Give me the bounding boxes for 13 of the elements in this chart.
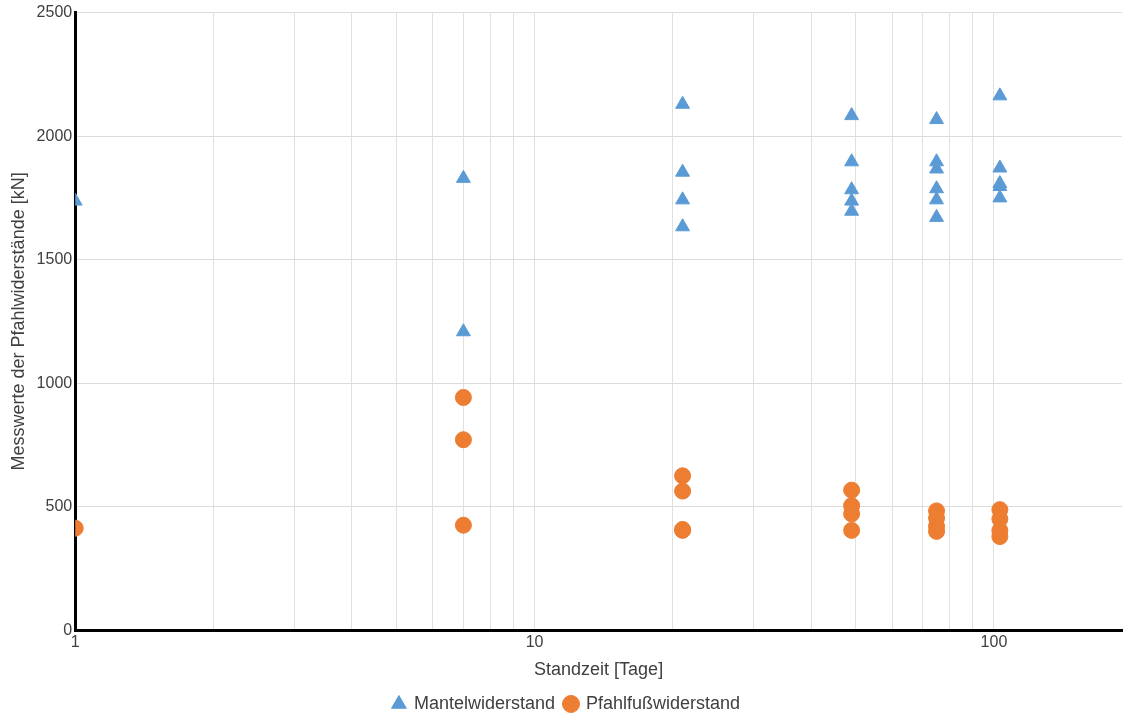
y-tick-label: 500 <box>45 497 73 515</box>
y-tick-label: 1500 <box>36 250 73 268</box>
y-tick-label: 0 <box>63 620 73 638</box>
legend-label: Pfahlfußwiderstand <box>586 692 741 713</box>
legend-label: Mantelwiderstand <box>413 692 555 713</box>
y-tick-label: 2500 <box>36 3 73 21</box>
y-tick-label: 1000 <box>36 373 73 391</box>
y-axis-title: Messwerte der Pfahlwiderstände [kN] <box>7 172 28 471</box>
y-tick-label: 2000 <box>36 126 73 144</box>
x-axis-title: Standzeit [Tage] <box>534 659 664 680</box>
x-tick-label: 10 <box>525 633 544 651</box>
x-tick-label: 1 <box>70 633 80 651</box>
x-tick-label: 100 <box>980 633 1008 651</box>
